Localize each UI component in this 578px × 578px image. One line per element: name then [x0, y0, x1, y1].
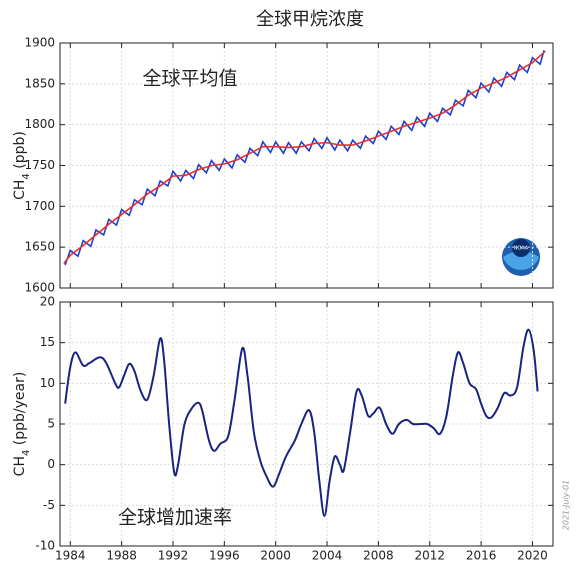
side-note: 2021-July-01 [562, 480, 571, 530]
y-tick-label: 1800 [24, 117, 55, 131]
y-tick-label: 0 [47, 457, 55, 471]
y-axis-label-part: CH [12, 180, 28, 200]
plot-frame [59, 42, 554, 289]
x-tick-label: 2004 [312, 549, 343, 563]
y-tick-label: -5 [43, 498, 55, 512]
y-tick-label: 15 [40, 335, 55, 349]
x-tick-label: 1992 [158, 549, 189, 563]
x-tick-label: 2016 [466, 549, 497, 563]
chart-title: 全球甲烷浓度 [256, 9, 364, 30]
data-line [64, 328, 539, 517]
y-axis-label-part: (ppb) [12, 131, 28, 173]
y-axis-label-part: CH [12, 456, 28, 476]
x-tick-label: 2012 [414, 549, 445, 563]
plot-frame [59, 301, 554, 547]
y-axis-label: CH4 (ppb) [12, 131, 32, 200]
y-tick-label: 20 [40, 295, 55, 309]
y-tick-label: 1850 [24, 76, 55, 90]
y-tick-label: 1650 [24, 240, 55, 254]
x-tick-label: 2008 [363, 549, 394, 563]
x-tick-label: 2020 [517, 549, 548, 563]
x-tick-label: 1996 [209, 549, 240, 563]
y-tick-label: 1750 [24, 158, 55, 172]
x-tick-label: 2000 [260, 549, 291, 563]
logo-text: NOAA [514, 246, 529, 252]
y-tick-label: 5 [47, 417, 55, 431]
annotation: 全球增加速率 [118, 507, 232, 529]
y-tick-label: 10 [40, 376, 55, 390]
annotation: 全球平均值 [142, 68, 237, 90]
data-line [63, 50, 546, 264]
x-tick-label: 1988 [106, 549, 137, 563]
y-axis-label-part: 4 [21, 450, 32, 456]
y-tick-label: 1900 [24, 36, 55, 50]
logo: NOAA [502, 238, 540, 276]
x-tick-label: 1984 [55, 549, 86, 563]
y-axis-label-part: (ppb/year) [12, 372, 28, 450]
y-axis-label-part: 4 [21, 173, 32, 179]
y-tick-label: 1600 [24, 281, 55, 295]
y-tick-label: 1700 [24, 199, 55, 213]
data-line [64, 50, 545, 266]
y-axis-label: CH4 (ppb/year) [12, 372, 32, 477]
y-tick-label: -10 [35, 539, 55, 553]
